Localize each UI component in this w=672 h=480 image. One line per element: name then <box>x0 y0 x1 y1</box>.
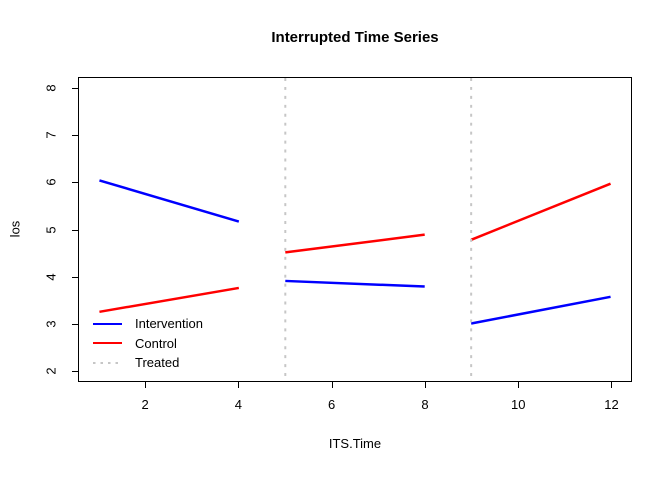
x-tick-mark <box>331 382 333 388</box>
y-tick-label: 7 <box>43 131 59 139</box>
y-axis-label: los <box>7 220 23 238</box>
x-tick-label: 2 <box>141 397 149 412</box>
chart-title: Interrupted Time Series <box>271 29 439 46</box>
y-tick-label: 8 <box>43 84 59 92</box>
intervention-line-segment <box>99 179 240 223</box>
plot-lines-canvas <box>99 78 612 381</box>
y-tick-mark <box>72 323 78 325</box>
x-tick-mark <box>611 382 613 388</box>
legend: Intervention Control Treated <box>93 314 203 373</box>
x-tick-mark <box>238 382 240 388</box>
x-tick-label: 4 <box>234 397 243 412</box>
y-tick-label: 4 <box>43 272 59 281</box>
intervention-line-segment <box>470 295 611 325</box>
x-tick-mark <box>145 382 147 388</box>
y-tick-mark <box>72 88 78 90</box>
legend-line-sample <box>93 322 122 325</box>
legend-label: Treated <box>135 355 180 371</box>
x-tick-label: 8 <box>421 397 429 412</box>
y-tick-label: 6 <box>43 178 59 187</box>
x-tick-mark <box>424 382 426 388</box>
legend-label: Control <box>135 335 177 351</box>
plot-area: Intervention Control Treated <box>78 77 632 382</box>
x-tick-label: 12 <box>604 397 619 412</box>
y-tick-mark <box>72 370 78 372</box>
legend-row: Control <box>93 334 203 354</box>
legend-label: Intervention <box>135 316 203 332</box>
y-tick-label: 2 <box>43 367 59 375</box>
legend-line-sample <box>93 361 122 364</box>
legend-row: Treated <box>93 353 203 373</box>
y-tick-mark <box>72 229 78 231</box>
intervention-line-segment <box>285 279 425 288</box>
x-tick-mark <box>518 382 520 388</box>
legend-line-sample <box>93 342 122 345</box>
y-tick-label: 3 <box>43 320 59 328</box>
control-line-segment <box>99 286 240 314</box>
control-line-segment <box>285 233 425 254</box>
y-tick-mark <box>72 182 78 184</box>
x-tick-label: 10 <box>510 397 526 412</box>
y-tick-mark <box>72 135 78 137</box>
x-tick-label: 6 <box>328 397 336 412</box>
control-line-segment <box>470 182 612 241</box>
legend-row: Intervention <box>93 314 203 334</box>
y-tick-label: 5 <box>43 225 59 234</box>
x-axis-label: ITS.Time <box>328 436 382 451</box>
y-tick-mark <box>72 276 78 278</box>
